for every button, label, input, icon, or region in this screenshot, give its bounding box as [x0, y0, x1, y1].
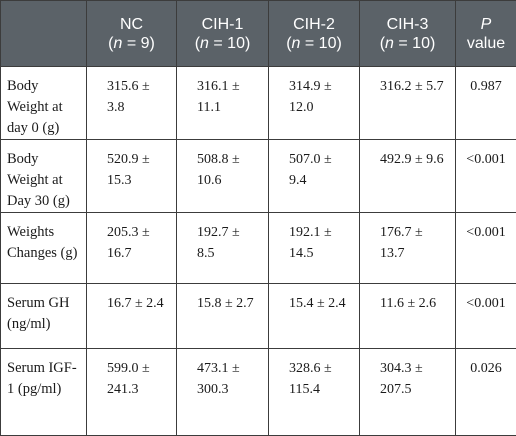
cell-nc: 16.7 ± 2.4	[87, 284, 177, 349]
row-label: Serum IGF-1 (pg/ml)	[1, 349, 87, 436]
cell-p-value: 0.987	[456, 67, 516, 140]
cell-cih-1: 316.1 ± 11.1	[177, 67, 269, 140]
table-row: Weights Changes (g) 205.3 ± 16.7 192.7 ±…	[1, 213, 516, 284]
cell-cih-2: 507.0 ± 9.4	[269, 140, 360, 213]
header-cih-1: CIH-1 (n = 10)	[177, 1, 269, 67]
header-corner-cell	[1, 1, 87, 67]
header-cih-1-name: CIH-1	[177, 15, 268, 34]
cell-nc: 315.6 ± 3.8	[87, 67, 177, 140]
cell-cih-2: 328.6 ± 115.4	[269, 349, 360, 436]
header-cih-3-name: CIH-3	[360, 15, 455, 34]
table-row: Body Weight at day 0 (g) 315.6 ± 3.8 316…	[1, 67, 516, 140]
header-cih-2-n: (n = 10)	[269, 34, 359, 53]
cell-p-value: <0.001	[456, 140, 516, 213]
header-p-value: P value	[456, 1, 516, 67]
cell-p-value: 0.026	[456, 349, 516, 436]
cell-cih-2: 192.1 ± 14.5	[269, 213, 360, 284]
table-row: Serum IGF-1 (pg/ml) 599.0 ± 241.3 473.1 …	[1, 349, 516, 436]
table-row: Body Weight at Day 30 (g) 520.9 ± 15.3 5…	[1, 140, 516, 213]
header-p-sub: value	[456, 34, 516, 53]
cell-p-value: <0.001	[456, 284, 516, 349]
header-cih-2: CIH-2 (n = 10)	[269, 1, 360, 67]
cell-cih-1: 15.8 ± 2.7	[177, 284, 269, 349]
row-label: Body Weight at Day 30 (g)	[1, 140, 87, 213]
header-cih-1-n: (n = 10)	[177, 34, 268, 53]
row-label: Weights Changes (g)	[1, 213, 87, 284]
cell-cih-3: 316.2 ± 5.7	[360, 67, 456, 140]
cell-p-value: <0.001	[456, 213, 516, 284]
cell-cih-3: 176.7 ± 13.7	[360, 213, 456, 284]
header-nc: NC (n = 9)	[87, 1, 177, 67]
table-row: Serum GH (ng/ml) 16.7 ± 2.4 15.8 ± 2.7 1…	[1, 284, 516, 349]
cell-cih-3: 304.3 ± 207.5	[360, 349, 456, 436]
cell-nc: 520.9 ± 15.3	[87, 140, 177, 213]
header-cih-2-name: CIH-2	[269, 15, 359, 34]
cell-cih-1: 508.8 ± 10.6	[177, 140, 269, 213]
cell-cih-1: 192.7 ± 8.5	[177, 213, 269, 284]
cell-cih-2: 15.4 ± 2.4	[269, 284, 360, 349]
row-label: Body Weight at day 0 (g)	[1, 67, 87, 140]
cell-cih-3: 492.9 ± 9.6	[360, 140, 456, 213]
header-row: NC (n = 9) CIH-1 (n = 10) CIH-2 (n = 10)…	[1, 1, 516, 67]
header-cih-3-n: (n = 10)	[360, 34, 455, 53]
row-label: Serum GH (ng/ml)	[1, 284, 87, 349]
cell-cih-3: 11.6 ± 2.6	[360, 284, 456, 349]
cell-cih-2: 314.9 ± 12.0	[269, 67, 360, 140]
header-nc-n: (n = 9)	[87, 34, 176, 53]
cell-cih-1: 473.1 ± 300.3	[177, 349, 269, 436]
header-cih-3: CIH-3 (n = 10)	[360, 1, 456, 67]
cell-nc: 205.3 ± 16.7	[87, 213, 177, 284]
cell-nc: 599.0 ± 241.3	[87, 349, 177, 436]
header-nc-name: NC	[87, 15, 176, 34]
header-p-symbol: P	[456, 15, 516, 34]
